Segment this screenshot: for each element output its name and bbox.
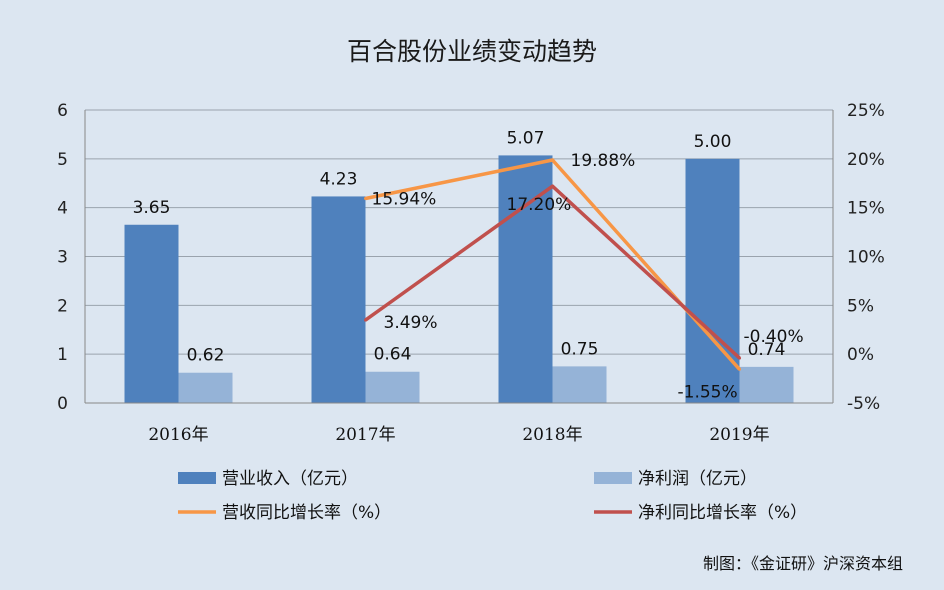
- y-right-tick-label: 15%: [847, 199, 885, 219]
- y-right-tick-label: 5%: [847, 296, 874, 316]
- x-tick-label: 2019年: [709, 425, 769, 445]
- x-tick-label: 2016年: [148, 425, 208, 445]
- net-profit-growth-point: [738, 356, 741, 360]
- net-profit-bar: [178, 372, 233, 403]
- bars: [124, 155, 794, 403]
- legend-swatch-bar: [594, 472, 632, 484]
- revenue-growth-label: 15.94%: [372, 189, 437, 209]
- y-left-tick-label: 3: [57, 248, 68, 268]
- x-tick-label: 2018年: [522, 425, 582, 445]
- y-right-tick-label: 20%: [847, 150, 885, 170]
- revenue-bar-label: 5.07: [507, 128, 545, 148]
- y-left-tick-label: 4: [57, 199, 68, 219]
- y-left-tick-label: 1: [57, 345, 68, 365]
- y-right-tick-label: 0%: [847, 345, 874, 365]
- y-right-tick-label: 10%: [847, 248, 885, 268]
- net-profit-bar: [552, 366, 607, 403]
- chart-title: 百合股份业绩变动趋势: [347, 37, 597, 66]
- net-profit-bar: [365, 371, 420, 403]
- net-profit-bar-label: 0.75: [561, 339, 599, 359]
- revenue-growth-point: [738, 367, 741, 371]
- revenue-bar-label: 5.00: [694, 132, 732, 152]
- lines: [364, 158, 741, 371]
- y-right-tick-label: 25%: [847, 101, 885, 121]
- y-left-tick-label: 2: [57, 296, 68, 316]
- credit-text: 制图：《金证研》沪深资本组: [703, 554, 903, 573]
- revenue-bar: [685, 158, 740, 403]
- y-left-tick-label: 0: [57, 394, 68, 414]
- revenue-growth-point: [364, 196, 367, 200]
- y-right-tick-label: -5%: [847, 394, 880, 414]
- revenue-bar-label: 4.23: [320, 169, 358, 189]
- net-profit-growth-point: [364, 318, 367, 322]
- net-profit-bar-label: 0.74: [748, 340, 786, 360]
- revenue-bar-label: 3.65: [133, 198, 171, 218]
- net-profit-growth-label: 3.49%: [384, 313, 438, 333]
- legend-label: 净利润（亿元）: [638, 469, 757, 489]
- net-profit-growth-point: [551, 184, 554, 188]
- revenue-bar: [498, 155, 553, 403]
- net-profit-bar: [739, 366, 794, 403]
- net-profit-bar-label: 0.62: [187, 346, 225, 366]
- revenue-growth-label: -1.55%: [678, 382, 738, 402]
- legend: 营业收入（亿元） 净利润（亿元） 营收同比增长率（%） 净利同比增长率（%）: [178, 469, 807, 523]
- legend-label: 营业收入（亿元）: [222, 469, 358, 489]
- y-left-tick-label: 5: [57, 150, 68, 170]
- revenue-bar: [311, 196, 366, 403]
- x-tick-label: 2017年: [335, 425, 395, 445]
- legend-label: 净利同比增长率（%）: [638, 503, 807, 523]
- revenue-growth-point: [551, 158, 554, 162]
- legend-label: 营收同比增长率（%）: [222, 503, 391, 523]
- net-profit-bar-label: 0.64: [374, 345, 412, 365]
- net-profit-growth-label: 17.20%: [507, 195, 572, 215]
- axes: 0 1 2 3 4 5 6 -5% 0% 5% 10% 15% 20% 25% 2016年 2017年 2018…: [57, 101, 885, 445]
- legend-swatch-bar: [178, 472, 216, 484]
- revenue-growth-label: 19.88%: [571, 151, 636, 171]
- y-left-tick-label: 6: [57, 101, 68, 121]
- revenue-bar: [124, 224, 179, 403]
- net-profit-growth-label: -0.40%: [744, 327, 804, 347]
- data-labels: 3.65 4.23 5.07 5.00 0.62 0.64 0.75 0.74 15.94% 19…: [133, 128, 804, 402]
